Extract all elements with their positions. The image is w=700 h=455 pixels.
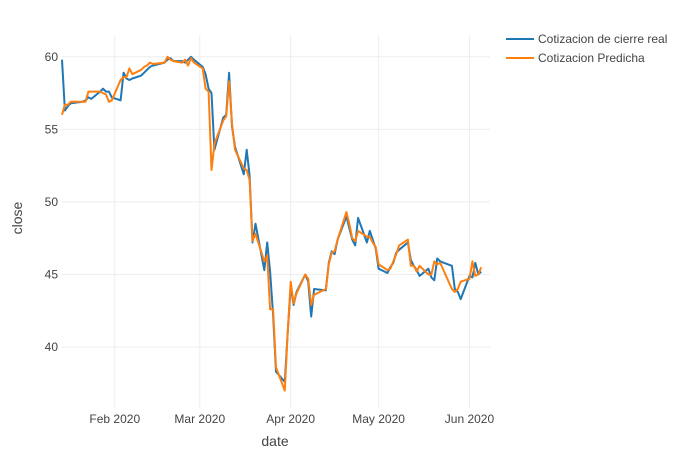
y-tick-label: 50 (45, 195, 59, 209)
x-tick-label: Jun 2020 (445, 412, 495, 426)
y-tick-label: 60 (45, 50, 59, 64)
x-tick-label: Mar 2020 (174, 412, 225, 426)
series-line-2 (61, 55, 483, 392)
x-axis-title: date (261, 433, 288, 449)
y-tick-label: 40 (45, 340, 59, 354)
x-tick-label: Feb 2020 (89, 412, 140, 426)
grid-lines (62, 35, 490, 408)
legend-label: Cotizacion de cierre real (538, 32, 667, 46)
y-tick-label: 55 (45, 122, 59, 136)
y-axis-ticks: 40 45 50 55 60 (45, 50, 59, 354)
y-axis-title: close (9, 201, 25, 234)
legend: Cotizacion de cierre real Cotizacion Pred… (506, 32, 667, 65)
x-tick-label: Apr 2020 (266, 412, 315, 426)
x-axis-ticks: Feb 2020 Mar 2020 Apr 2020 May 2020 Jun 2020 (89, 412, 494, 426)
series-lines (61, 55, 483, 392)
x-tick-label: May 2020 (352, 412, 405, 426)
y-tick-label: 45 (45, 267, 59, 281)
series-line-1 (61, 55, 482, 383)
legend-label: Cotizacion Predicha (538, 51, 645, 65)
